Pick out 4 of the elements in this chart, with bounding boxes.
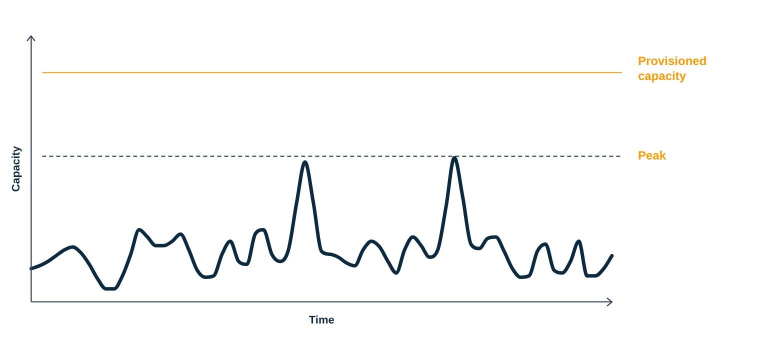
x-axis-title: Time [308, 314, 334, 326]
ref-line-label: Peak [638, 148, 666, 163]
ref-line-label: Provisioned capacity [638, 54, 707, 83]
y-axis-title: Capacity [10, 145, 23, 192]
